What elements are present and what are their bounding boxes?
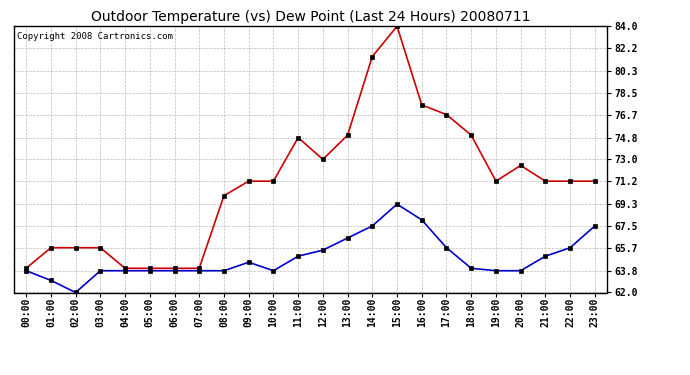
Title: Outdoor Temperature (vs) Dew Point (Last 24 Hours) 20080711: Outdoor Temperature (vs) Dew Point (Last… <box>91 10 530 24</box>
Text: Copyright 2008 Cartronics.com: Copyright 2008 Cartronics.com <box>17 32 172 40</box>
